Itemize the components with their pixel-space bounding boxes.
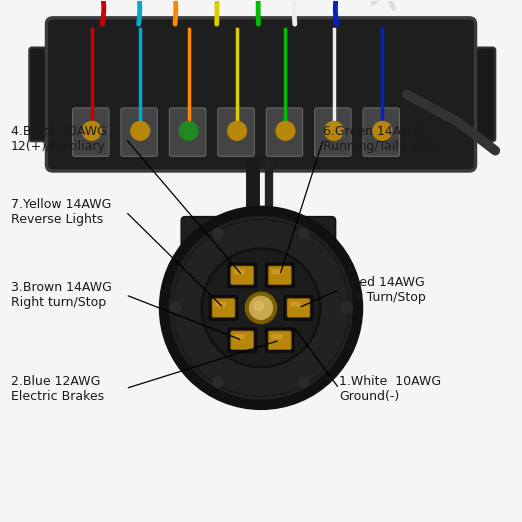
FancyBboxPatch shape [271, 334, 282, 339]
FancyBboxPatch shape [73, 108, 109, 157]
FancyBboxPatch shape [265, 328, 294, 353]
Circle shape [250, 296, 272, 319]
FancyBboxPatch shape [271, 269, 282, 275]
FancyBboxPatch shape [287, 299, 310, 317]
FancyBboxPatch shape [121, 108, 158, 157]
FancyBboxPatch shape [266, 108, 303, 157]
Circle shape [170, 303, 180, 313]
FancyBboxPatch shape [181, 217, 231, 252]
FancyBboxPatch shape [212, 299, 235, 317]
FancyBboxPatch shape [231, 266, 254, 285]
Circle shape [179, 122, 198, 140]
FancyBboxPatch shape [169, 108, 206, 157]
Circle shape [254, 301, 264, 311]
Circle shape [170, 217, 352, 399]
Text: 3.Brown 14AWG
Right turn/Stop: 3.Brown 14AWG Right turn/Stop [11, 281, 112, 309]
FancyBboxPatch shape [284, 295, 313, 321]
Text: 7.Yellow 14AWG
Reverse Lights: 7.Yellow 14AWG Reverse Lights [11, 197, 112, 226]
Circle shape [325, 122, 343, 140]
FancyBboxPatch shape [268, 266, 291, 285]
FancyBboxPatch shape [46, 18, 476, 171]
Circle shape [228, 122, 246, 140]
Circle shape [299, 228, 309, 239]
Circle shape [342, 303, 352, 313]
Circle shape [82, 122, 101, 140]
FancyBboxPatch shape [268, 331, 291, 350]
Circle shape [160, 206, 362, 409]
Text: 6.Green 14AWG
Running/Tail Lights: 6.Green 14AWG Running/Tail Lights [324, 125, 441, 152]
FancyBboxPatch shape [290, 302, 301, 307]
FancyBboxPatch shape [265, 263, 294, 288]
Circle shape [201, 248, 321, 367]
Text: 5.Red 14AWG
Left Turn/Stop: 5.Red 14AWG Left Turn/Stop [339, 276, 426, 304]
FancyBboxPatch shape [228, 328, 257, 353]
FancyBboxPatch shape [218, 108, 254, 157]
FancyBboxPatch shape [231, 331, 254, 350]
Circle shape [204, 251, 318, 365]
FancyBboxPatch shape [315, 108, 351, 157]
Circle shape [213, 377, 223, 387]
FancyBboxPatch shape [286, 217, 336, 252]
Circle shape [213, 228, 223, 239]
Text: 4.Black 10AWG
12(+)/Auxiliary: 4.Black 10AWG 12(+)/Auxiliary [11, 125, 107, 152]
FancyBboxPatch shape [29, 48, 58, 141]
FancyBboxPatch shape [234, 334, 245, 339]
Text: 2.Blue 12AWG
Electric Brakes: 2.Blue 12AWG Electric Brakes [11, 375, 104, 402]
Circle shape [299, 377, 309, 387]
FancyBboxPatch shape [467, 48, 495, 141]
Circle shape [131, 122, 150, 140]
FancyBboxPatch shape [363, 108, 399, 157]
Circle shape [245, 292, 277, 324]
FancyBboxPatch shape [209, 295, 238, 321]
FancyBboxPatch shape [215, 302, 226, 307]
FancyBboxPatch shape [234, 269, 245, 275]
Circle shape [373, 122, 392, 140]
Text: 1.White  10AWG
Ground(-): 1.White 10AWG Ground(-) [339, 375, 441, 402]
Circle shape [276, 122, 295, 140]
FancyBboxPatch shape [228, 263, 257, 288]
